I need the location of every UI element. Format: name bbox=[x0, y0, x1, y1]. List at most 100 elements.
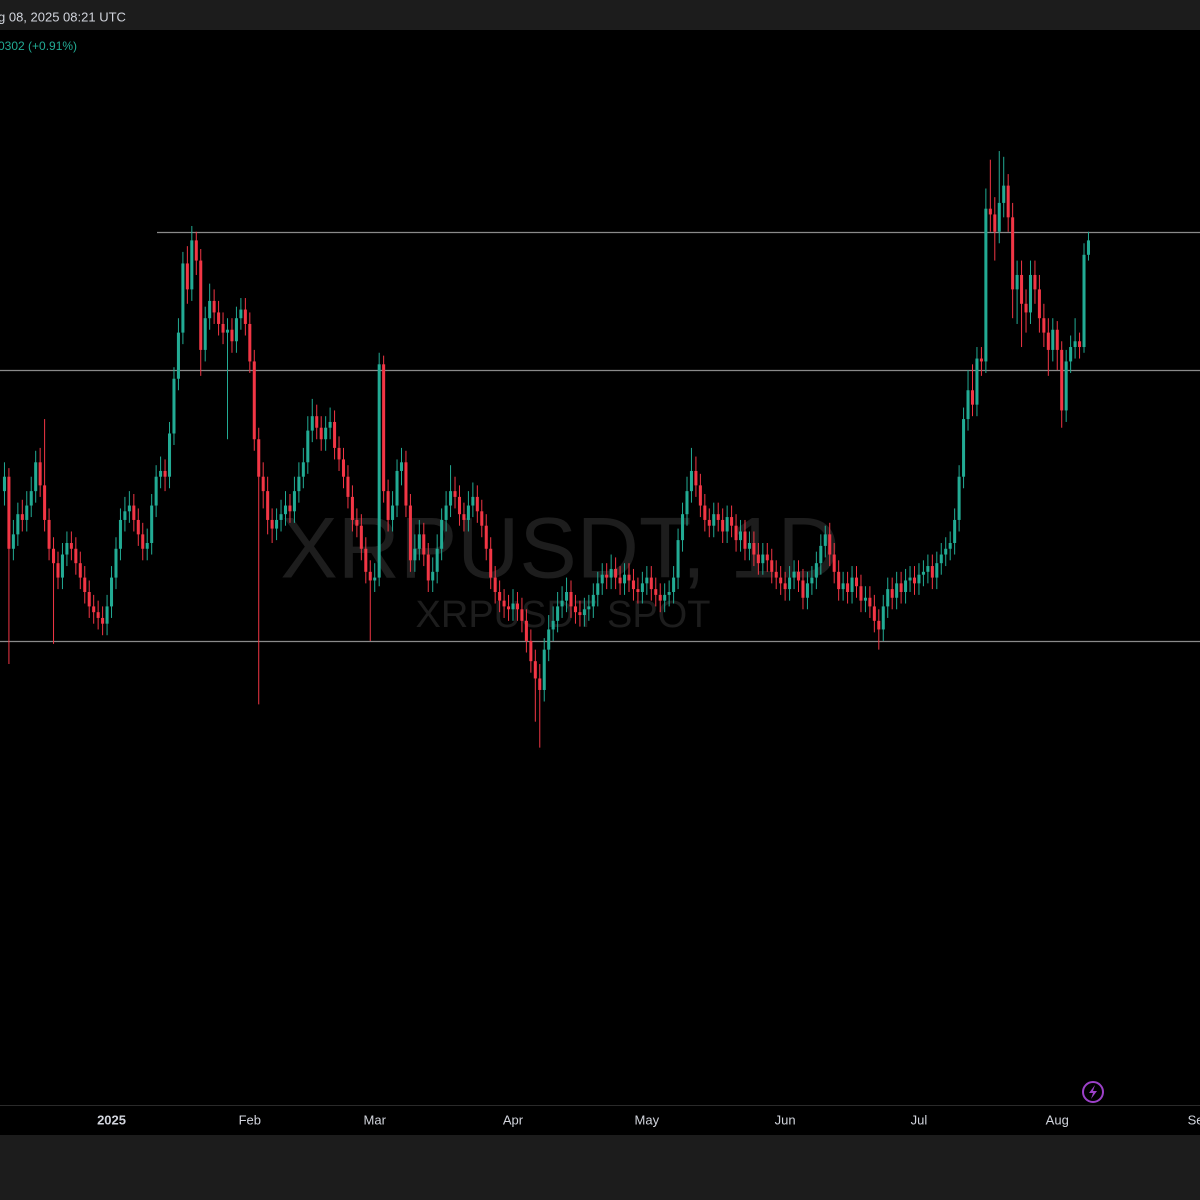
candle-body bbox=[25, 505, 29, 520]
candle-body bbox=[1028, 274, 1032, 313]
candle-body bbox=[208, 300, 212, 319]
candle-body bbox=[850, 577, 854, 592]
candle-body bbox=[716, 514, 720, 520]
candle-body bbox=[471, 496, 475, 506]
candle-body bbox=[694, 470, 698, 486]
candle-body bbox=[359, 525, 363, 549]
candle-body bbox=[279, 514, 283, 520]
candle-body bbox=[150, 505, 154, 544]
candle-body bbox=[20, 514, 24, 520]
candle-body bbox=[87, 591, 91, 607]
candle-body bbox=[1033, 274, 1037, 290]
candle-body bbox=[939, 554, 943, 564]
candle-body bbox=[542, 649, 546, 690]
candle-body bbox=[101, 617, 105, 624]
candle-body bbox=[640, 583, 644, 592]
candle-body bbox=[788, 577, 792, 590]
candle-body bbox=[324, 427, 328, 440]
candle-body bbox=[538, 678, 542, 690]
candle-body bbox=[257, 439, 261, 477]
candle-body bbox=[667, 591, 671, 595]
candle-body bbox=[935, 563, 939, 578]
candle-body bbox=[926, 566, 930, 572]
candle-body bbox=[69, 543, 73, 549]
candle-body bbox=[1055, 329, 1059, 350]
candle-body bbox=[698, 485, 702, 506]
candle-body bbox=[341, 459, 346, 477]
candle-body bbox=[16, 514, 20, 535]
alert-icon[interactable] bbox=[1082, 1081, 1104, 1103]
candle-body bbox=[993, 214, 997, 232]
candle-body bbox=[578, 612, 582, 616]
candle-body bbox=[609, 568, 613, 578]
candle-body bbox=[168, 433, 172, 477]
candle-body bbox=[654, 589, 658, 595]
candle-body bbox=[1069, 347, 1073, 362]
candle-body bbox=[944, 548, 948, 555]
candle-body bbox=[1024, 303, 1028, 313]
candle-body bbox=[832, 554, 836, 572]
bottom-bar bbox=[0, 1135, 1200, 1200]
candle-body bbox=[779, 577, 783, 584]
candle-body bbox=[431, 571, 435, 581]
x-tick-label: Aug bbox=[1046, 1112, 1069, 1127]
candle-body bbox=[243, 309, 247, 324]
candle-body bbox=[703, 505, 707, 520]
candle-body bbox=[337, 447, 341, 460]
candle-body bbox=[596, 583, 600, 595]
candle-body bbox=[190, 240, 194, 290]
header-time: g 08, 2025 08:21 UTC bbox=[0, 9, 126, 24]
candle-body bbox=[141, 534, 145, 549]
x-tick-label: Apr bbox=[503, 1112, 524, 1127]
candle-body bbox=[203, 318, 207, 350]
candle-body bbox=[1002, 185, 1006, 203]
candle-body bbox=[426, 554, 430, 581]
candle-body bbox=[1020, 274, 1024, 304]
candle-body bbox=[368, 571, 372, 581]
candle-body bbox=[440, 519, 444, 549]
candle-body bbox=[600, 574, 604, 584]
candle-body bbox=[877, 620, 881, 630]
candle-body bbox=[350, 496, 354, 520]
candle-body bbox=[796, 571, 801, 581]
candle-body bbox=[1011, 217, 1015, 290]
candle-body bbox=[917, 574, 921, 584]
candle-body bbox=[391, 505, 395, 520]
candle-body bbox=[453, 491, 457, 497]
candle-body bbox=[551, 620, 555, 630]
candle-body bbox=[52, 548, 56, 564]
candle-body bbox=[819, 545, 823, 564]
candle-body bbox=[618, 577, 622, 584]
candle-body bbox=[953, 519, 957, 544]
candle-body bbox=[948, 543, 952, 549]
candle-body bbox=[587, 606, 591, 610]
candle-body bbox=[225, 329, 230, 333]
x-tick-label: 2025 bbox=[97, 1112, 126, 1127]
candle-body bbox=[110, 577, 114, 607]
candle-body bbox=[752, 543, 756, 555]
candle-body bbox=[979, 358, 983, 362]
candle-body bbox=[739, 531, 743, 541]
candle-body bbox=[319, 427, 323, 440]
candle-body bbox=[154, 476, 158, 506]
candle-body bbox=[7, 476, 11, 549]
candle-body bbox=[712, 514, 716, 526]
candle-body bbox=[1078, 341, 1082, 348]
candle-body bbox=[386, 491, 390, 520]
candle-body bbox=[511, 603, 515, 610]
candle-body bbox=[649, 577, 653, 590]
candle-body bbox=[408, 505, 412, 561]
candle-body bbox=[747, 543, 751, 549]
candle-body bbox=[306, 430, 310, 463]
candle-body bbox=[413, 548, 417, 561]
candle-body bbox=[399, 462, 404, 471]
candle-body bbox=[725, 517, 729, 532]
candle-body bbox=[132, 505, 136, 520]
candle-body bbox=[970, 390, 975, 405]
candle-body bbox=[417, 534, 421, 549]
candle-body bbox=[475, 496, 479, 512]
candle-body bbox=[11, 534, 15, 549]
candle-body bbox=[252, 361, 256, 440]
candle-body bbox=[962, 419, 966, 477]
